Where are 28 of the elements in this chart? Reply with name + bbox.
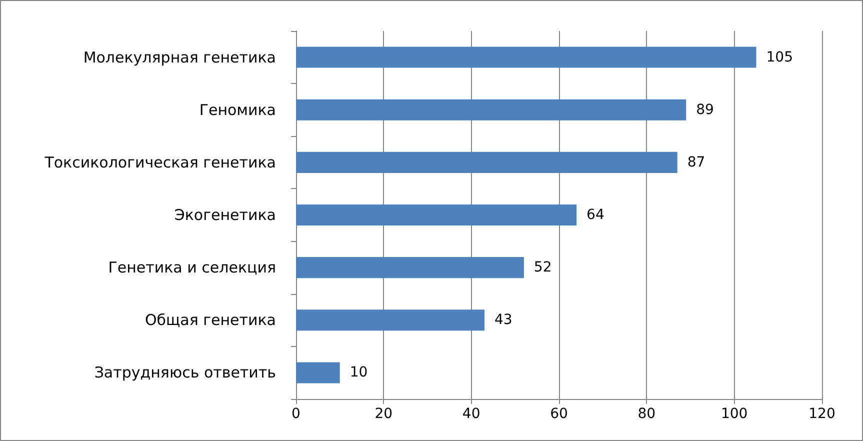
bar	[296, 310, 484, 331]
y-tick-label: Затрудняюсь ответить	[94, 364, 276, 382]
bar	[296, 99, 686, 120]
data-label: 87	[687, 154, 706, 170]
bar	[296, 46, 756, 68]
bar	[296, 362, 340, 384]
y-tick-label: Токсикологическая генетика	[44, 153, 276, 172]
x-tick-label: 20	[374, 406, 393, 422]
bar	[296, 204, 577, 226]
data-label: 64	[586, 207, 604, 223]
x-tick-label: 80	[638, 406, 656, 422]
x-tick-label: 120	[808, 406, 836, 422]
x-tick-label: 100	[720, 406, 748, 422]
y-tick-label: Геномика	[199, 100, 276, 119]
x-tick-label: 60	[550, 406, 568, 422]
data-label: 10	[350, 364, 368, 381]
data-label: 89	[696, 102, 714, 118]
y-tick-label: Экогенетика	[174, 206, 276, 224]
data-label: 43	[494, 312, 512, 328]
y-tick-label: Генетика и селекция	[108, 258, 276, 277]
y-tick-label: Молекулярная генетика	[83, 48, 276, 66]
bar	[296, 152, 678, 173]
x-tick-label: 0	[292, 406, 300, 422]
x-tick-label: 40	[462, 406, 480, 422]
bar	[296, 257, 524, 278]
y-tick-label: Общая генетика	[144, 311, 276, 330]
data-label: 105	[766, 49, 793, 66]
data-label: 52	[534, 260, 552, 276]
